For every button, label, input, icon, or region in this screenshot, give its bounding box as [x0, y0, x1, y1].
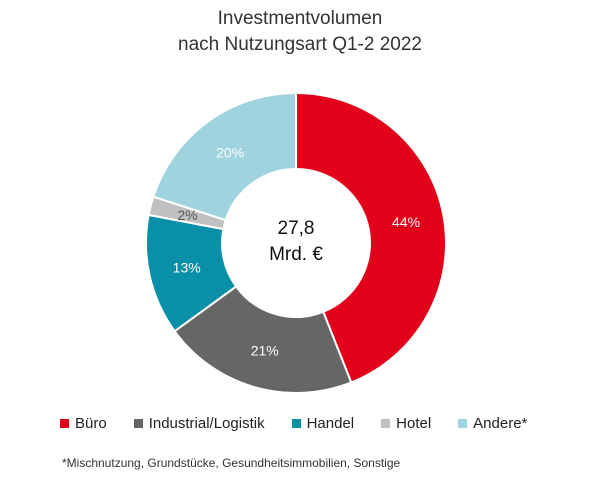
legend-label: Büro	[75, 414, 107, 432]
donut-slice-1	[295, 91, 447, 384]
legend-swatch	[291, 418, 301, 428]
slice-value-label-4: 2%	[177, 207, 197, 223]
legend-label: Industrial/Logistik	[148, 414, 265, 432]
center-total-value: 27,8	[278, 218, 315, 239]
legend-swatch	[133, 418, 143, 428]
footnote: *Mischnutzung, Grundstücke, Gesundheitsi…	[62, 456, 401, 470]
center-total-unit: Mrd. €	[269, 244, 323, 265]
legend-label: Handel	[306, 414, 355, 432]
legend-item-4: Hotel	[381, 415, 431, 432]
legend-item-5: Andere*	[458, 415, 527, 432]
donut-chart: 44% 21% 13% 2% 20% 27,8 Mrd. €	[145, 91, 447, 394]
slice-value-label-2: 21%	[251, 343, 279, 359]
donut-slice-2	[173, 285, 353, 394]
legend-swatch	[458, 418, 468, 428]
legend-item-1: Büro	[60, 415, 107, 432]
chart-title-line-1: Investmentvolumen	[217, 8, 383, 29]
legend-item-3: Handel	[291, 414, 355, 432]
slice-value-label-5: 20%	[216, 144, 244, 160]
legend-swatch	[381, 418, 391, 428]
slice-value-label-1: 44%	[392, 214, 420, 230]
slice-value-label-3: 13%	[173, 259, 201, 275]
legend-label: Hotel	[396, 414, 432, 432]
chart-title-line-2: nach Nutzungsart Q1-2 2022	[178, 34, 422, 55]
donut-slice-5	[152, 91, 297, 222]
legend-label: Andere*	[473, 414, 528, 432]
legend-swatch	[60, 418, 69, 428]
legend-item-2: Industrial/Logistik	[133, 414, 265, 432]
chart-legend: Büro Industrial/Logistik Handel Hotel Andere…	[60, 412, 560, 434]
